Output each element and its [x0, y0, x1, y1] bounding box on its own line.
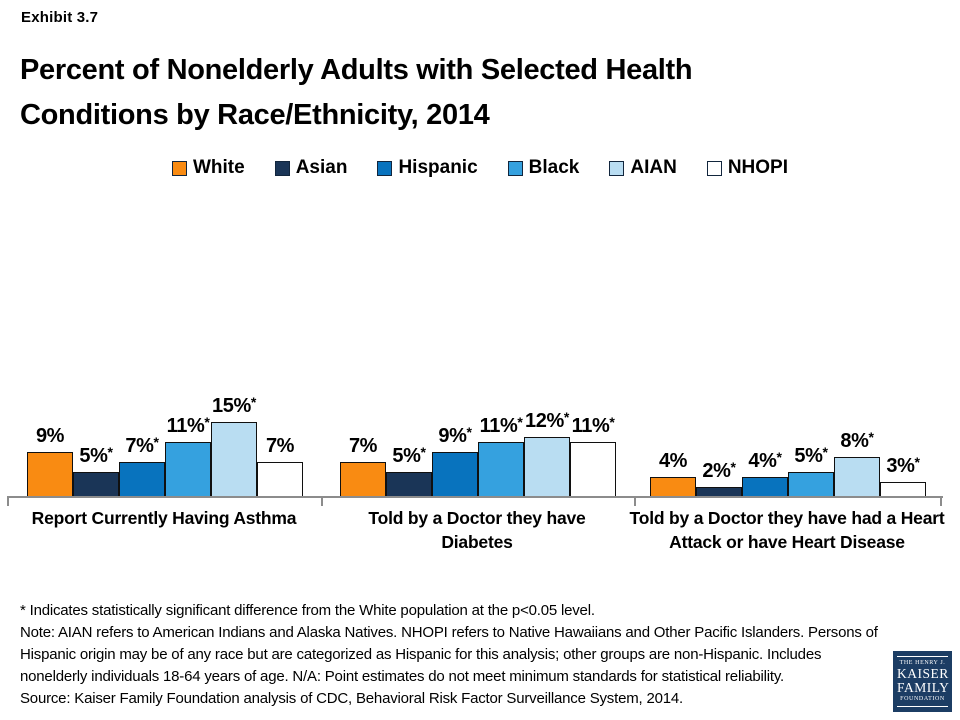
- category-label-2: Told by a Doctor they have Diabetes: [368, 508, 586, 552]
- bar-white: [340, 462, 386, 497]
- chart-title-line1: Percent of Nonelderly Adults with Select…: [20, 54, 693, 86]
- bar-aian: [211, 422, 257, 497]
- axis-tick: [940, 497, 942, 506]
- bar-value-label: 11%*: [166, 414, 210, 437]
- bar-black: [478, 442, 524, 497]
- legend-label-hispanic: Hispanic: [398, 157, 478, 178]
- bar-value-label: 7%: [348, 435, 378, 457]
- legend-label-white: White: [192, 157, 245, 178]
- bar-value-label: 9%*: [438, 424, 472, 447]
- bar-white: [27, 452, 73, 497]
- legend-swatch-aian: [609, 160, 625, 176]
- bar-value-label: 2%*: [702, 459, 736, 482]
- axis-tick: [321, 497, 323, 506]
- bar-col-asian-3: 2%*: [696, 378, 742, 497]
- bar-col-hispanic-3: 4%*: [742, 378, 788, 497]
- kff-logo-line4: FOUNDATION: [900, 696, 945, 702]
- bar-group-2: 7% 5%* 9%* 11%* 12%* 11%*: [340, 378, 616, 497]
- axis-tick: [634, 497, 636, 506]
- chart-title-line2: Conditions by Race/Ethnicity, 2014: [20, 99, 490, 131]
- footnote-significance: * Indicates statistically significant di…: [20, 602, 595, 619]
- bar-asian: [386, 472, 432, 497]
- category-label-3: Told by a Doctor they have had a Heart A…: [629, 508, 945, 552]
- legend-label-black: Black: [528, 157, 580, 178]
- legend-item-black: Black: [507, 157, 580, 179]
- bar-col-black-2: 11%*: [478, 378, 524, 497]
- legend-label-aian: AIAN: [630, 157, 677, 178]
- legend-swatch-hispanic: [377, 160, 393, 176]
- legend-swatch-white: [171, 160, 187, 176]
- bar-nhopi: [257, 462, 303, 497]
- bar-value-label: 12%*: [525, 409, 569, 432]
- bar-nhopi: [570, 442, 616, 497]
- bar-group-1: 9% 5%* 7%* 11%* 15%* 7%: [27, 378, 303, 497]
- legend-item-hispanic: Hispanic: [377, 157, 478, 179]
- bar-col-nhopi-3: 3%*: [880, 378, 926, 497]
- bar-value-label: 5%*: [392, 444, 426, 467]
- bar-value-label: 4%: [658, 450, 688, 472]
- bar-black: [788, 472, 834, 497]
- bar-value-label: 4%*: [748, 449, 782, 472]
- bar-value-label: 7%*: [125, 434, 159, 457]
- footnote-note: Note: AIAN refers to American Indians an…: [20, 624, 878, 685]
- kff-logo: THE HENRY J. KAISER FAMILY FOUNDATION: [893, 651, 952, 712]
- bar-hispanic: [119, 462, 165, 497]
- bar-col-white-3: 4%: [650, 378, 696, 497]
- legend-swatch-nhopi: [706, 160, 722, 176]
- legend-swatch-asian: [274, 160, 290, 176]
- bar-col-asian-1: 5%*: [73, 378, 119, 497]
- kff-logo-line3: FAMILY: [897, 680, 950, 695]
- bar-col-black-3: 5%*: [788, 378, 834, 497]
- bar-col-aian-3: 8%*: [834, 378, 880, 497]
- bar-col-nhopi-1: 7%: [257, 378, 303, 497]
- kff-logo-line1: THE HENRY J.: [899, 660, 946, 666]
- legend-item-asian: Asian: [274, 157, 348, 179]
- bar-hispanic: [432, 452, 478, 497]
- bar-value-label: 5%*: [79, 444, 113, 467]
- plot-area: 9% 5%* 7%* 11%* 15%* 7% 7% 5%* 9%* 11%* 12%* 11%* 4%…: [7, 378, 943, 497]
- bar-col-black-1: 11%*: [165, 378, 211, 497]
- chart-title: Percent of Nonelderly Adults with Select…: [20, 48, 920, 138]
- bar-group-3: 4% 2%* 4%* 5%* 8%* 3%*: [650, 378, 926, 497]
- bar-value-label: 5%*: [794, 444, 828, 467]
- bar-col-white-2: 7%: [340, 378, 386, 497]
- legend-item-white: White: [171, 157, 245, 179]
- x-axis-line: [7, 496, 943, 498]
- bar-col-hispanic-1: 7%*: [119, 378, 165, 497]
- bar-value-label: 11%*: [479, 414, 523, 437]
- category-label-1: Report Currently Having Asthma: [31, 508, 297, 528]
- exhibit-label: Exhibit 3.7: [21, 9, 99, 26]
- bar-value-label: 9%: [35, 425, 65, 447]
- legend: White Asian Hispanic Black AIAN NHOPI: [0, 157, 960, 179]
- axis-tick: [7, 497, 9, 506]
- bar-col-white-1: 9%: [27, 378, 73, 497]
- legend-label-asian: Asian: [295, 157, 348, 178]
- bar-col-asian-2: 5%*: [386, 378, 432, 497]
- bar-value-label: 7%: [265, 435, 295, 457]
- footnotes: * Indicates statistically significant di…: [20, 600, 888, 710]
- kff-logo-line2: KAISER: [897, 666, 949, 681]
- legend-swatch-black: [507, 160, 523, 176]
- legend-item-nhopi: NHOPI: [706, 157, 788, 179]
- legend-label-nhopi: NHOPI: [727, 157, 788, 178]
- bar-hispanic: [742, 477, 788, 497]
- bar-black: [165, 442, 211, 497]
- kff-logo-text: THE HENRY J. KAISER FAMILY FOUNDATION: [897, 656, 950, 707]
- bar-value-label: 11%*: [571, 414, 615, 437]
- bar-nhopi: [880, 482, 926, 497]
- bar-col-nhopi-2: 11%*: [570, 378, 616, 497]
- bar-col-hispanic-2: 9%*: [432, 378, 478, 497]
- legend-item-aian: AIAN: [609, 157, 677, 179]
- bar-aian: [524, 437, 570, 497]
- bar-white: [650, 477, 696, 497]
- bar-value-label: 3%*: [886, 454, 920, 477]
- bar-value-label: 8%*: [840, 429, 874, 452]
- bar-value-label: 15%*: [212, 394, 256, 417]
- bar-col-aian-2: 12%*: [524, 378, 570, 497]
- bar-asian: [73, 472, 119, 497]
- bar-col-aian-1: 15%*: [211, 378, 257, 497]
- bar-aian: [834, 457, 880, 497]
- footnote-source: Source: Kaiser Family Foundation analysi…: [20, 690, 683, 707]
